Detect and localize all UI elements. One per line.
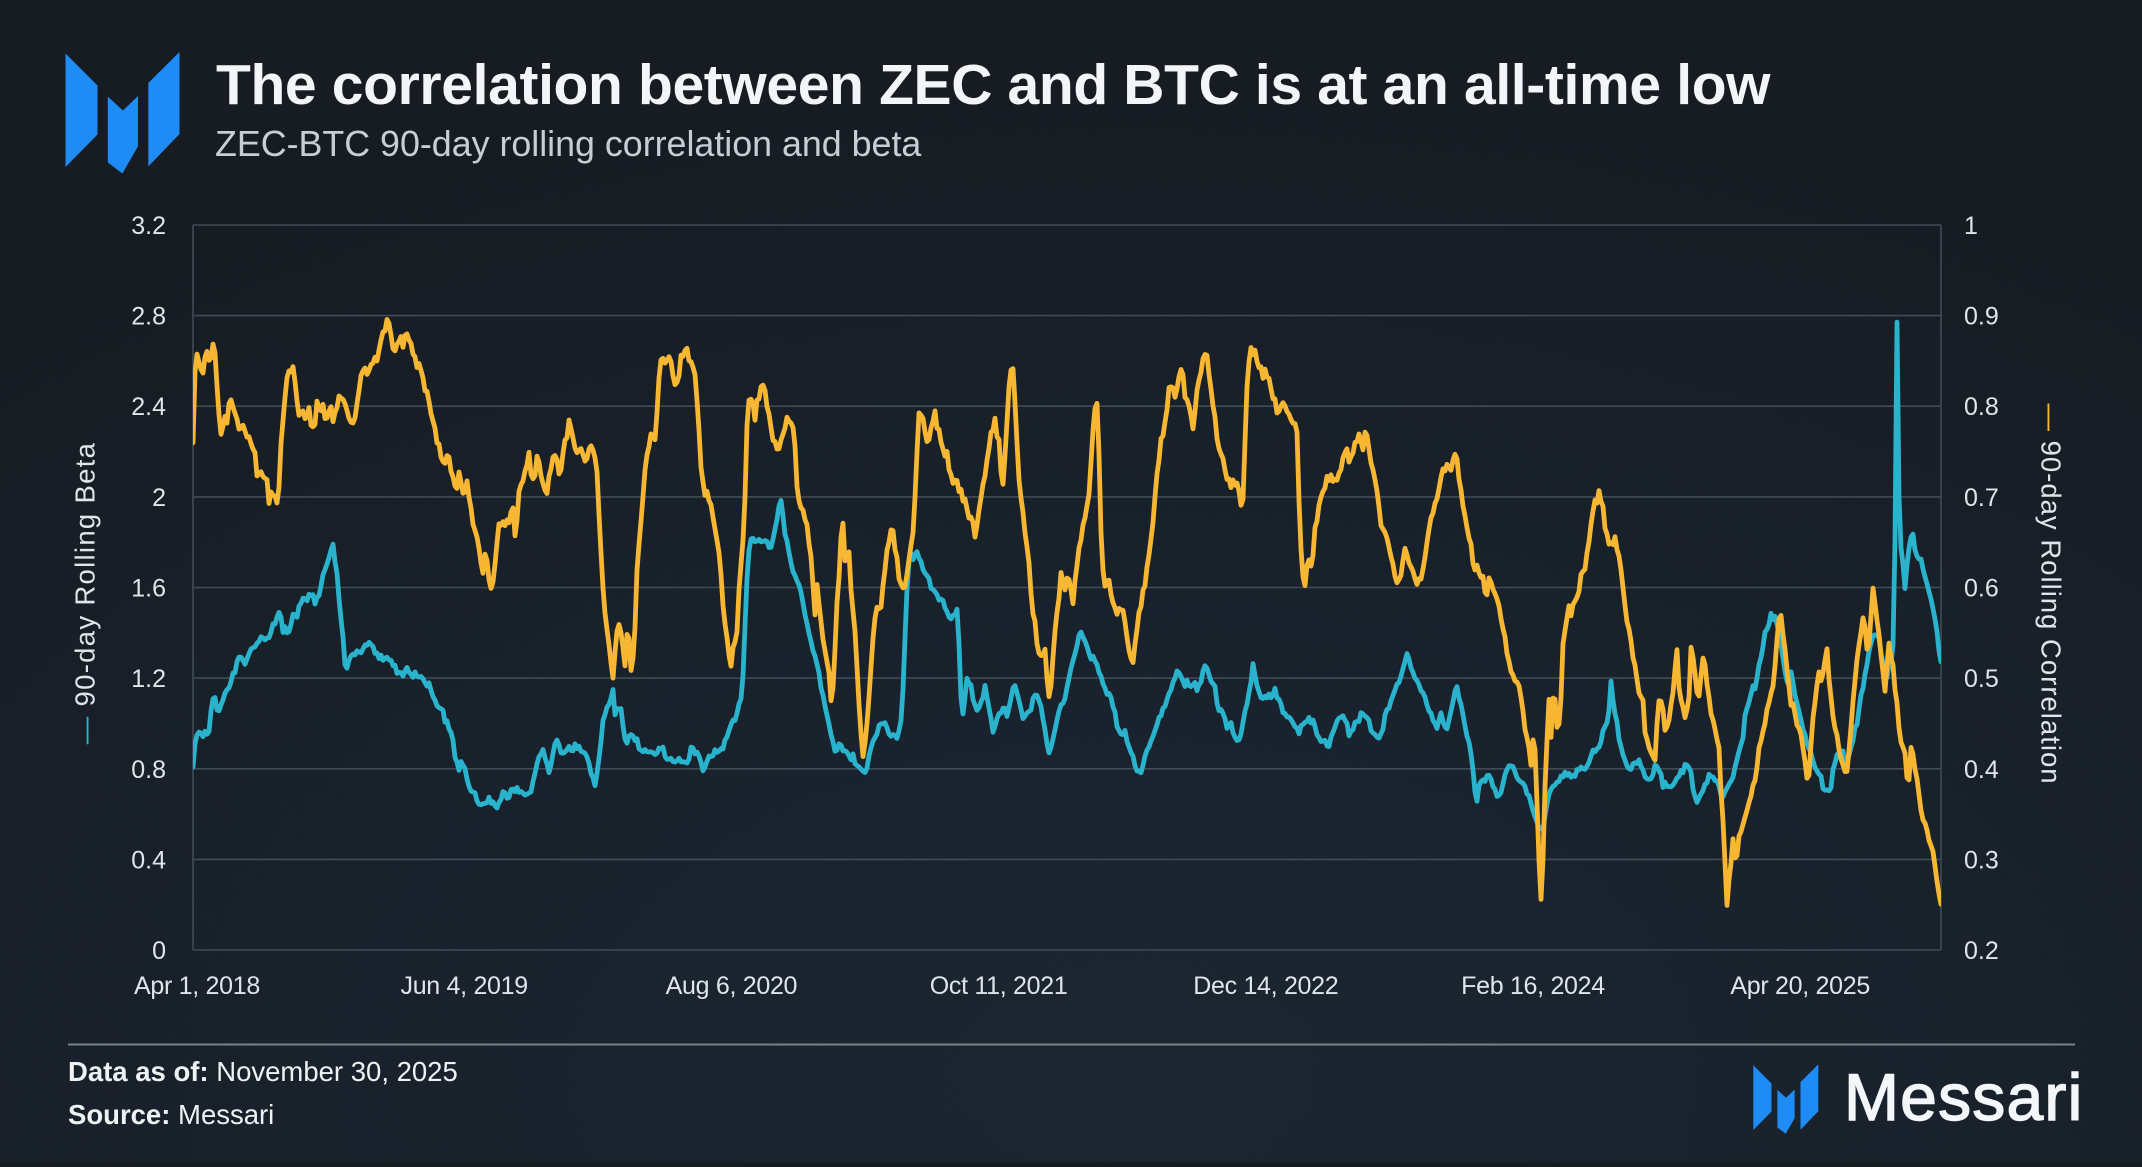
svg-text:1.6: 1.6 xyxy=(131,575,166,603)
svg-text:0.8: 0.8 xyxy=(131,756,166,784)
svg-text:Jun 4, 2019: Jun 4, 2019 xyxy=(401,972,528,1000)
svg-text:0.3: 0.3 xyxy=(1964,846,1999,874)
svg-text:0.8: 0.8 xyxy=(1964,393,1999,421)
svg-text:The correlation between ZEC an: The correlation between ZEC and BTC is a… xyxy=(216,53,1771,117)
svg-text:2: 2 xyxy=(152,484,166,512)
svg-text:0.6: 0.6 xyxy=(1964,575,1999,603)
svg-text:Aug 6, 2020: Aug 6, 2020 xyxy=(666,972,798,1000)
svg-text:— 90-day Rolling Beta: — 90-day Rolling Beta xyxy=(70,442,101,744)
svg-text:0.2: 0.2 xyxy=(1964,937,1999,965)
svg-text:Apr 20, 2025: Apr 20, 2025 xyxy=(1730,972,1870,1000)
svg-text:0: 0 xyxy=(152,937,166,965)
svg-text:1.2: 1.2 xyxy=(131,665,166,693)
svg-text:0.4: 0.4 xyxy=(1964,756,1999,784)
svg-text:Source: Messari: Source: Messari xyxy=(68,1099,274,1130)
svg-text:2.8: 2.8 xyxy=(131,303,166,331)
svg-text:3.2: 3.2 xyxy=(131,212,166,240)
svg-text:Feb 16, 2024: Feb 16, 2024 xyxy=(1461,972,1605,1000)
svg-text:0.7: 0.7 xyxy=(1964,484,1999,512)
svg-text:Oct 11, 2021: Oct 11, 2021 xyxy=(930,972,1068,1000)
svg-text:0.9: 0.9 xyxy=(1964,303,1999,331)
svg-text:Messari: Messari xyxy=(1844,1060,2083,1134)
svg-text:0.4: 0.4 xyxy=(131,846,166,874)
svg-text:2.4: 2.4 xyxy=(131,393,166,421)
svg-text:Data as of: November 30, 2025: Data as of: November 30, 2025 xyxy=(68,1056,458,1087)
svg-text:Dec 14, 2022: Dec 14, 2022 xyxy=(1193,972,1338,1000)
svg-text:ZEC-BTC 90-day rolling correla: ZEC-BTC 90-day rolling correlation and b… xyxy=(215,124,921,164)
svg-text:0.5: 0.5 xyxy=(1964,665,1999,693)
svg-text:— 90-day Rolling Correlation: — 90-day Rolling Correlation xyxy=(2036,403,2067,784)
svg-text:1: 1 xyxy=(1964,212,1978,240)
svg-text:Apr 1, 2018: Apr 1, 2018 xyxy=(134,972,260,1000)
